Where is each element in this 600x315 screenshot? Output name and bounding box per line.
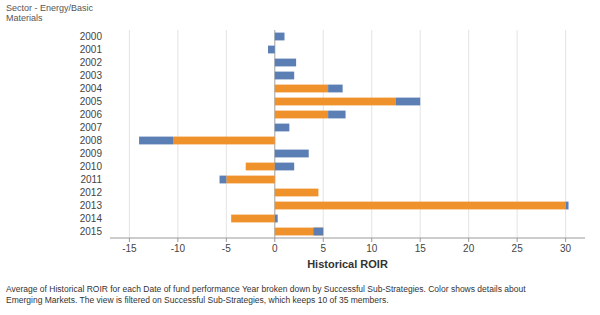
y-tick-label: 2015	[80, 226, 103, 237]
y-tick-label: 2004	[80, 83, 103, 94]
bar-segment	[314, 228, 324, 236]
x-tick-label: -10	[171, 243, 186, 254]
bar-segment	[275, 215, 278, 223]
bar-segment	[275, 124, 290, 132]
y-axis-label-line: Materials	[6, 13, 43, 23]
bar-segment	[318, 189, 319, 197]
tick-mark	[177, 238, 178, 242]
bar-segment	[226, 176, 274, 184]
y-tick-label: 2008	[80, 135, 103, 146]
bar-segment	[566, 202, 569, 210]
y-tick-label: 2003	[80, 70, 103, 81]
tick-mark	[274, 238, 275, 242]
x-tick-label: 20	[463, 243, 475, 254]
bar-segment	[275, 111, 328, 119]
bar-segment	[220, 176, 227, 184]
bar-segment	[328, 85, 343, 93]
x-tick-label: 5	[320, 243, 326, 254]
bar-segment	[275, 202, 566, 210]
y-tick-label: 2010	[80, 161, 103, 172]
caption-line: Average of Historical ROIR for each Date…	[6, 284, 526, 294]
y-tick-label: 2011	[80, 174, 102, 185]
x-tick-label: 30	[560, 243, 572, 254]
bar-segment	[396, 98, 420, 106]
bar-segment	[275, 228, 323, 236]
bar-segment	[328, 111, 345, 119]
chart: -15 -10 -5 0 5 10 15 20 25 30 2000 2001 2002 2003 2004…	[0, 0, 600, 315]
tick-mark	[371, 238, 372, 242]
bar-segment	[275, 33, 285, 41]
x-ticks: -15 -10 -5 0 5 10 15 20 25 30	[122, 238, 571, 254]
bar-segment	[275, 150, 309, 158]
y-tick-label: 2002	[80, 57, 103, 68]
bar-segment	[139, 137, 173, 145]
x-tick-label: -5	[222, 243, 231, 254]
tick-mark	[468, 238, 469, 242]
x-tick-label: 0	[272, 243, 278, 254]
bar-segment	[275, 59, 296, 67]
x-tick-label: 10	[366, 243, 378, 254]
tick-mark	[129, 238, 130, 242]
bar-segment	[275, 85, 328, 93]
y-tick-label: 2006	[80, 109, 103, 120]
y-axis-label-line: Sector - Energy/Basic	[6, 3, 94, 13]
grid-line	[226, 30, 227, 238]
y-axis-label: Sector - Energy/BasicMaterials	[6, 3, 94, 23]
tick-mark	[420, 238, 421, 242]
bar-segment	[231, 215, 275, 223]
y-tick-label: 2005	[80, 96, 103, 107]
tick-mark	[226, 238, 227, 242]
x-tick-label: 25	[512, 243, 524, 254]
x-tick-label: -15	[122, 243, 137, 254]
tick-mark	[517, 238, 518, 242]
x-axis-label: Historical ROIR	[307, 258, 388, 270]
x-tick-label: 15	[415, 243, 427, 254]
bar-segment	[246, 163, 275, 171]
y-tick-label: 2007	[80, 122, 103, 133]
caption-line: Emerging Markets. The view is filtered o…	[6, 295, 389, 305]
y-tick-label: 2012	[80, 187, 103, 198]
grid-line	[129, 30, 130, 238]
bar-segment	[275, 98, 396, 106]
y-ticks: 2000 2001 2002 2003 2004 2005 2006 2007 2008 2009…	[80, 31, 103, 237]
y-tick-label: 2009	[80, 148, 103, 159]
background	[0, 0, 600, 315]
grid-line	[177, 30, 178, 238]
y-tick-label: 2001	[80, 44, 103, 55]
caption: Average of Historical ROIR for each Date…	[6, 284, 526, 305]
bar-segment	[268, 46, 275, 54]
bar-segment	[275, 163, 294, 171]
tick-mark	[565, 238, 566, 242]
y-tick-label: 2013	[80, 200, 103, 211]
y-tick-label: 2014	[80, 213, 103, 224]
bar-segment	[275, 189, 319, 197]
bar-segment	[173, 137, 275, 145]
y-tick-label: 2000	[80, 31, 103, 42]
bar-segment	[275, 72, 294, 80]
tick-mark	[323, 238, 324, 242]
bars	[139, 33, 568, 236]
x-axis-line	[110, 238, 585, 239]
grid	[129, 30, 565, 238]
